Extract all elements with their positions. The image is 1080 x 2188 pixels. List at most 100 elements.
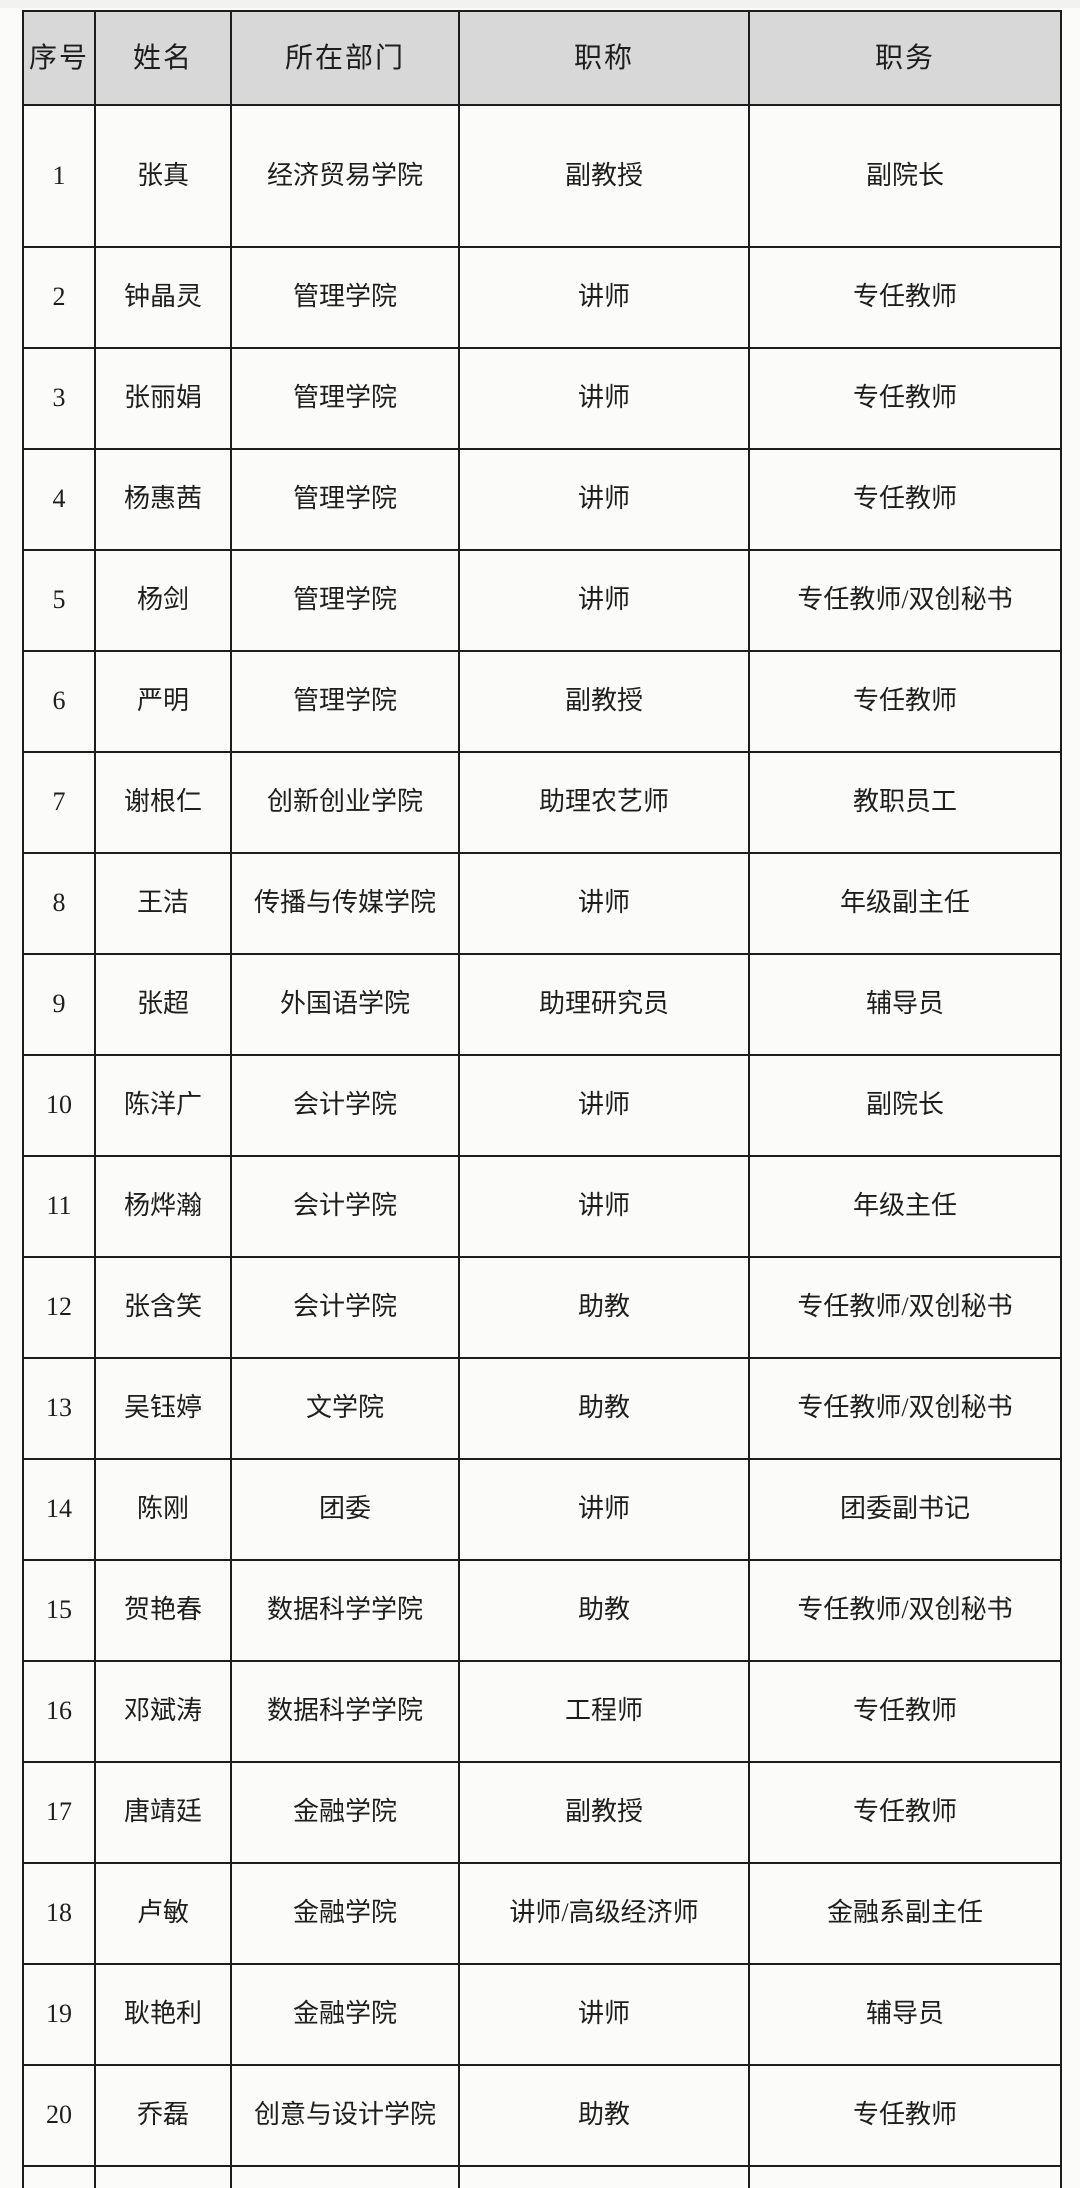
cell-name: 陈洋广: [94, 1054, 232, 1157]
cell-dept: 传播与传媒学院: [230, 852, 460, 955]
table-row: 9 张超 外国语学院 助理研究员 辅导员: [22, 953, 1062, 1056]
cell-name: 唐靖廷: [94, 1761, 232, 1864]
cell-title: 助理研究员: [458, 953, 750, 1056]
cell-title: 讲师: [458, 1054, 750, 1157]
cell-dept: 会计学院: [230, 1054, 460, 1157]
partial-row: [22, 2165, 1062, 2188]
cell-name: 乔磊: [94, 2064, 232, 2167]
cell-no: 7: [22, 751, 96, 854]
table-row: 7 谢根仁 创新创业学院 助理农艺师 教职员工: [22, 751, 1062, 854]
cell-position: 专任教师: [748, 1660, 1062, 1763]
cell-name: 张真: [94, 104, 232, 248]
cell-position: 专任教师: [748, 2064, 1062, 2167]
table-row: 8 王洁 传播与传媒学院 讲师 年级副主任: [22, 852, 1062, 955]
table-row: 6 严明 管理学院 副教授 专任教师: [22, 650, 1062, 753]
cell-no: 3: [22, 347, 96, 450]
cell-no: 1: [22, 104, 96, 248]
cell-title: 讲师: [458, 1155, 750, 1258]
cell-name: 张含笑: [94, 1256, 232, 1359]
cell-dept: 管理学院: [230, 246, 460, 349]
cell-dept: 数据科学学院: [230, 1660, 460, 1763]
cell-no: 20: [22, 2064, 96, 2167]
table-row: 11 杨烨瀚 会计学院 讲师 年级主任: [22, 1155, 1062, 1258]
cell-position: 金融系副主任: [748, 1862, 1062, 1965]
cell-no: 4: [22, 448, 96, 551]
cell-no: 16: [22, 1660, 96, 1763]
cell-name: 陈刚: [94, 1458, 232, 1561]
table-row: 3 张丽娟 管理学院 讲师 专任教师: [22, 347, 1062, 450]
partial-cell: [230, 2165, 460, 2188]
partial-cell: [94, 2165, 232, 2188]
cell-position: 副院长: [748, 104, 1062, 248]
cell-title: 副教授: [458, 104, 750, 248]
table-row: 15 贺艳春 数据科学学院 助教 专任教师/双创秘书: [22, 1559, 1062, 1662]
cell-no: 18: [22, 1862, 96, 1965]
cell-dept: 文学院: [230, 1357, 460, 1460]
cell-position: 专任教师: [748, 246, 1062, 349]
cell-name: 钟晶灵: [94, 246, 232, 349]
cell-dept: 创新创业学院: [230, 751, 460, 854]
table-row: 19 耿艳利 金融学院 讲师 辅导员: [22, 1963, 1062, 2066]
staff-roster-table: 序号 姓名 所在部门 职称 职务 1 张真 经济贸易学院 副教授 副院长 2 钟晶灵 管理学院…: [22, 10, 1062, 2188]
column-header-dept: 所在部门: [230, 10, 460, 106]
cell-title: 讲师: [458, 549, 750, 652]
cell-dept: 会计学院: [230, 1256, 460, 1359]
cell-dept: 团委: [230, 1458, 460, 1561]
cell-name: 王洁: [94, 852, 232, 955]
cell-position: 专任教师: [748, 1761, 1062, 1864]
cell-dept: 管理学院: [230, 347, 460, 450]
table-row: 2 钟晶灵 管理学院 讲师 专任教师: [22, 246, 1062, 349]
partial-cell: [458, 2165, 750, 2188]
cell-dept: 创意与设计学院: [230, 2064, 460, 2167]
cell-dept: 管理学院: [230, 650, 460, 753]
cell-no: 15: [22, 1559, 96, 1662]
cell-title: 工程师: [458, 1660, 750, 1763]
cell-title: 助理农艺师: [458, 751, 750, 854]
cell-no: 11: [22, 1155, 96, 1258]
cell-title: 助教: [458, 1357, 750, 1460]
cell-name: 贺艳春: [94, 1559, 232, 1662]
cell-position: 年级主任: [748, 1155, 1062, 1258]
page-top-margin: [0, 0, 1080, 8]
cell-dept: 管理学院: [230, 448, 460, 551]
table-row: 13 吴钰婷 文学院 助教 专任教师/双创秘书: [22, 1357, 1062, 1460]
column-header-name: 姓名: [94, 10, 232, 106]
cell-name: 谢根仁: [94, 751, 232, 854]
cell-name: 耿艳利: [94, 1963, 232, 2066]
column-header-no: 序号: [22, 10, 96, 106]
cell-position: 专任教师/双创秘书: [748, 1559, 1062, 1662]
cell-title: 讲师: [458, 246, 750, 349]
table-row: 4 杨惠茜 管理学院 讲师 专任教师: [22, 448, 1062, 551]
cell-title: 助教: [458, 1559, 750, 1662]
cell-name: 杨剑: [94, 549, 232, 652]
cell-position: 专任教师/双创秘书: [748, 1357, 1062, 1460]
cell-dept: 外国语学院: [230, 953, 460, 1056]
cell-name: 吴钰婷: [94, 1357, 232, 1460]
cell-no: 8: [22, 852, 96, 955]
cell-name: 杨惠茜: [94, 448, 232, 551]
cell-no: 13: [22, 1357, 96, 1460]
cell-no: 12: [22, 1256, 96, 1359]
cell-position: 团委副书记: [748, 1458, 1062, 1561]
cell-position: 副院长: [748, 1054, 1062, 1157]
cell-dept: 数据科学学院: [230, 1559, 460, 1662]
cell-no: 19: [22, 1963, 96, 2066]
table-body: 1 张真 经济贸易学院 副教授 副院长 2 钟晶灵 管理学院 讲师 专任教师 3 张丽娟 管理学院 讲师专…: [22, 104, 1062, 2188]
cell-position: 专任教师: [748, 448, 1062, 551]
cell-title: 副教授: [458, 1761, 750, 1864]
table-row: 10 陈洋广 会计学院 讲师 副院长: [22, 1054, 1062, 1157]
cell-title: 讲师: [458, 448, 750, 551]
table-row: 17 唐靖廷 金融学院 副教授 专任教师: [22, 1761, 1062, 1864]
cell-dept: 会计学院: [230, 1155, 460, 1258]
cell-title: 讲师: [458, 347, 750, 450]
cell-no: 17: [22, 1761, 96, 1864]
partial-cell: [748, 2165, 1062, 2188]
cell-position: 年级副主任: [748, 852, 1062, 955]
cell-name: 卢敏: [94, 1862, 232, 1965]
cell-dept: 管理学院: [230, 549, 460, 652]
cell-position: 教职员工: [748, 751, 1062, 854]
cell-no: 9: [22, 953, 96, 1056]
table-row: 18 卢敏 金融学院 讲师/高级经济师 金融系副主任: [22, 1862, 1062, 1965]
cell-title: 助教: [458, 1256, 750, 1359]
cell-title: 讲师: [458, 1458, 750, 1561]
